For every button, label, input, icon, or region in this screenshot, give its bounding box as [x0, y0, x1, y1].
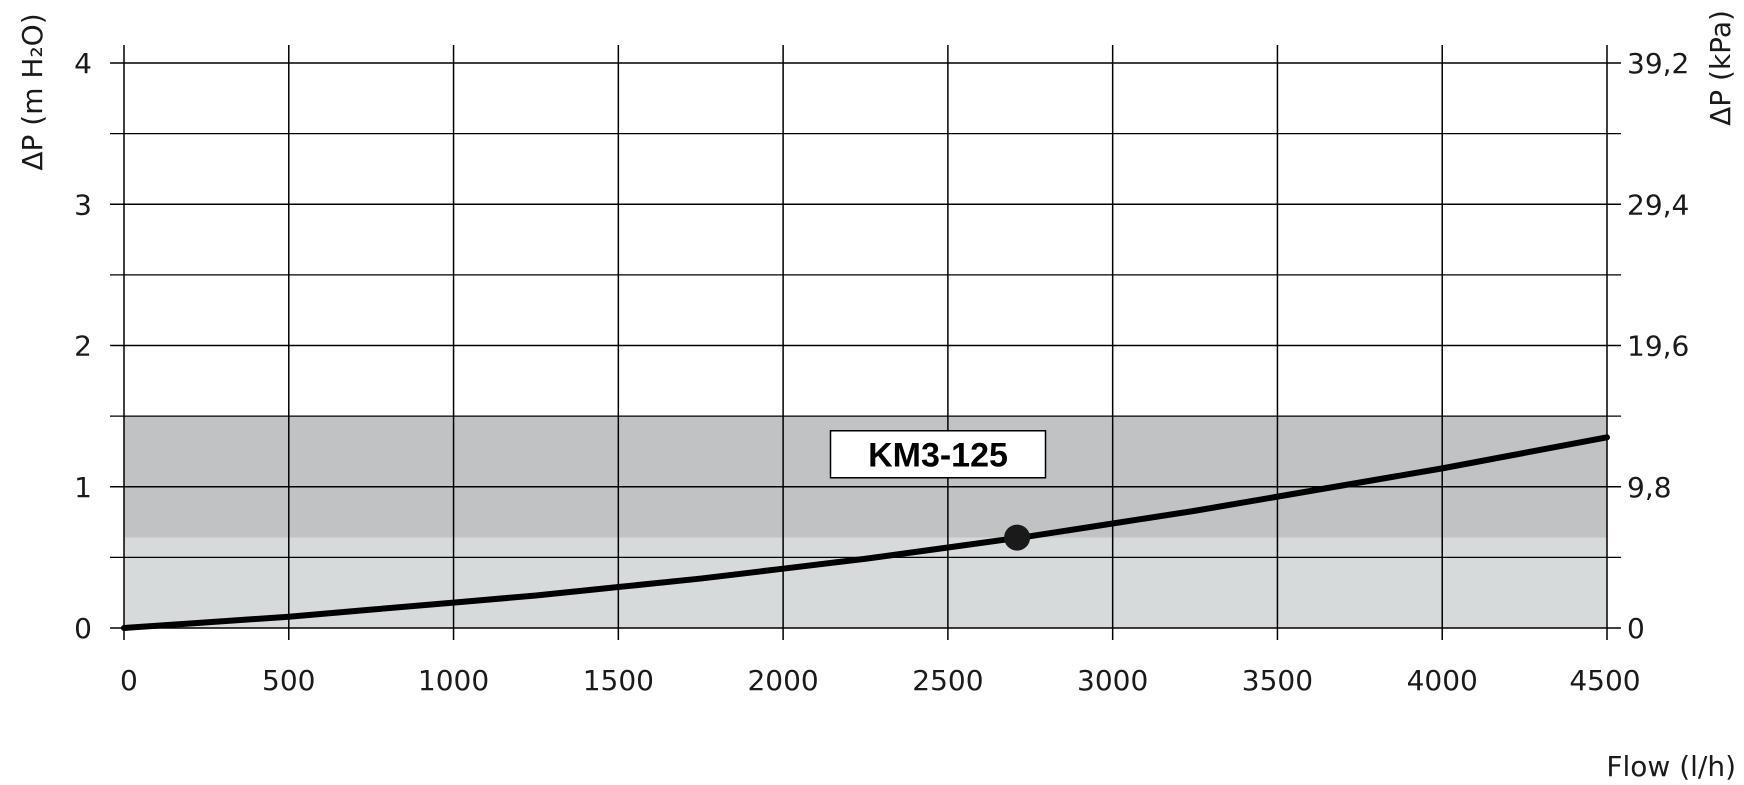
y-tick-label-right: 9,8: [1627, 471, 1672, 504]
curve-label-text: KM3-125: [868, 436, 1008, 474]
axes-layer: 0 500 1000 1500 2000 2500 3000 3500 4000 4500 0 1 2 3…: [74, 47, 1689, 697]
x-tick-label: 1000: [418, 664, 489, 697]
x-axis-title: Flow (l/h): [1606, 750, 1736, 781]
shaded-band: [124, 537, 1607, 628]
x-tick-label: 4500: [1569, 664, 1640, 697]
operating-point-marker: [1004, 524, 1031, 551]
curve-label-box: [829, 430, 1047, 479]
y-axis-title-right: ΔP (kPa): [1704, 10, 1737, 126]
y-tick-label-left: 0: [74, 612, 92, 645]
y-axis-title-left: ΔP (m H₂O): [16, 13, 49, 170]
x-tick-label: 3000: [1077, 664, 1148, 697]
y-tick-label-right: 39,2: [1627, 47, 1689, 80]
x-tick-label: 4000: [1407, 664, 1478, 697]
grid-layer: [110, 45, 1621, 640]
x-tick-label: 1500: [583, 664, 654, 697]
y-tick-label-right: 0: [1627, 612, 1645, 645]
label-layer: KM3-125: [829, 430, 1047, 479]
x-tick-label: 0: [120, 664, 138, 697]
x-tick-label: 3500: [1242, 664, 1313, 697]
y-tick-label-right: 29,4: [1627, 188, 1689, 221]
y-tick-label-right: 19,6: [1627, 330, 1689, 363]
x-tick-label: 2000: [747, 664, 818, 697]
x-tick-label: 500: [262, 664, 315, 697]
y-tick-label-left: 4: [74, 47, 92, 80]
x-tick-label: 2500: [912, 664, 983, 697]
y-tick-label-left: 1: [74, 471, 92, 504]
series-line: [121, 434, 1610, 631]
series-layer: [121, 434, 1610, 631]
y-tick-label-left: 3: [74, 188, 92, 221]
y-tick-label-left: 2: [74, 330, 92, 363]
